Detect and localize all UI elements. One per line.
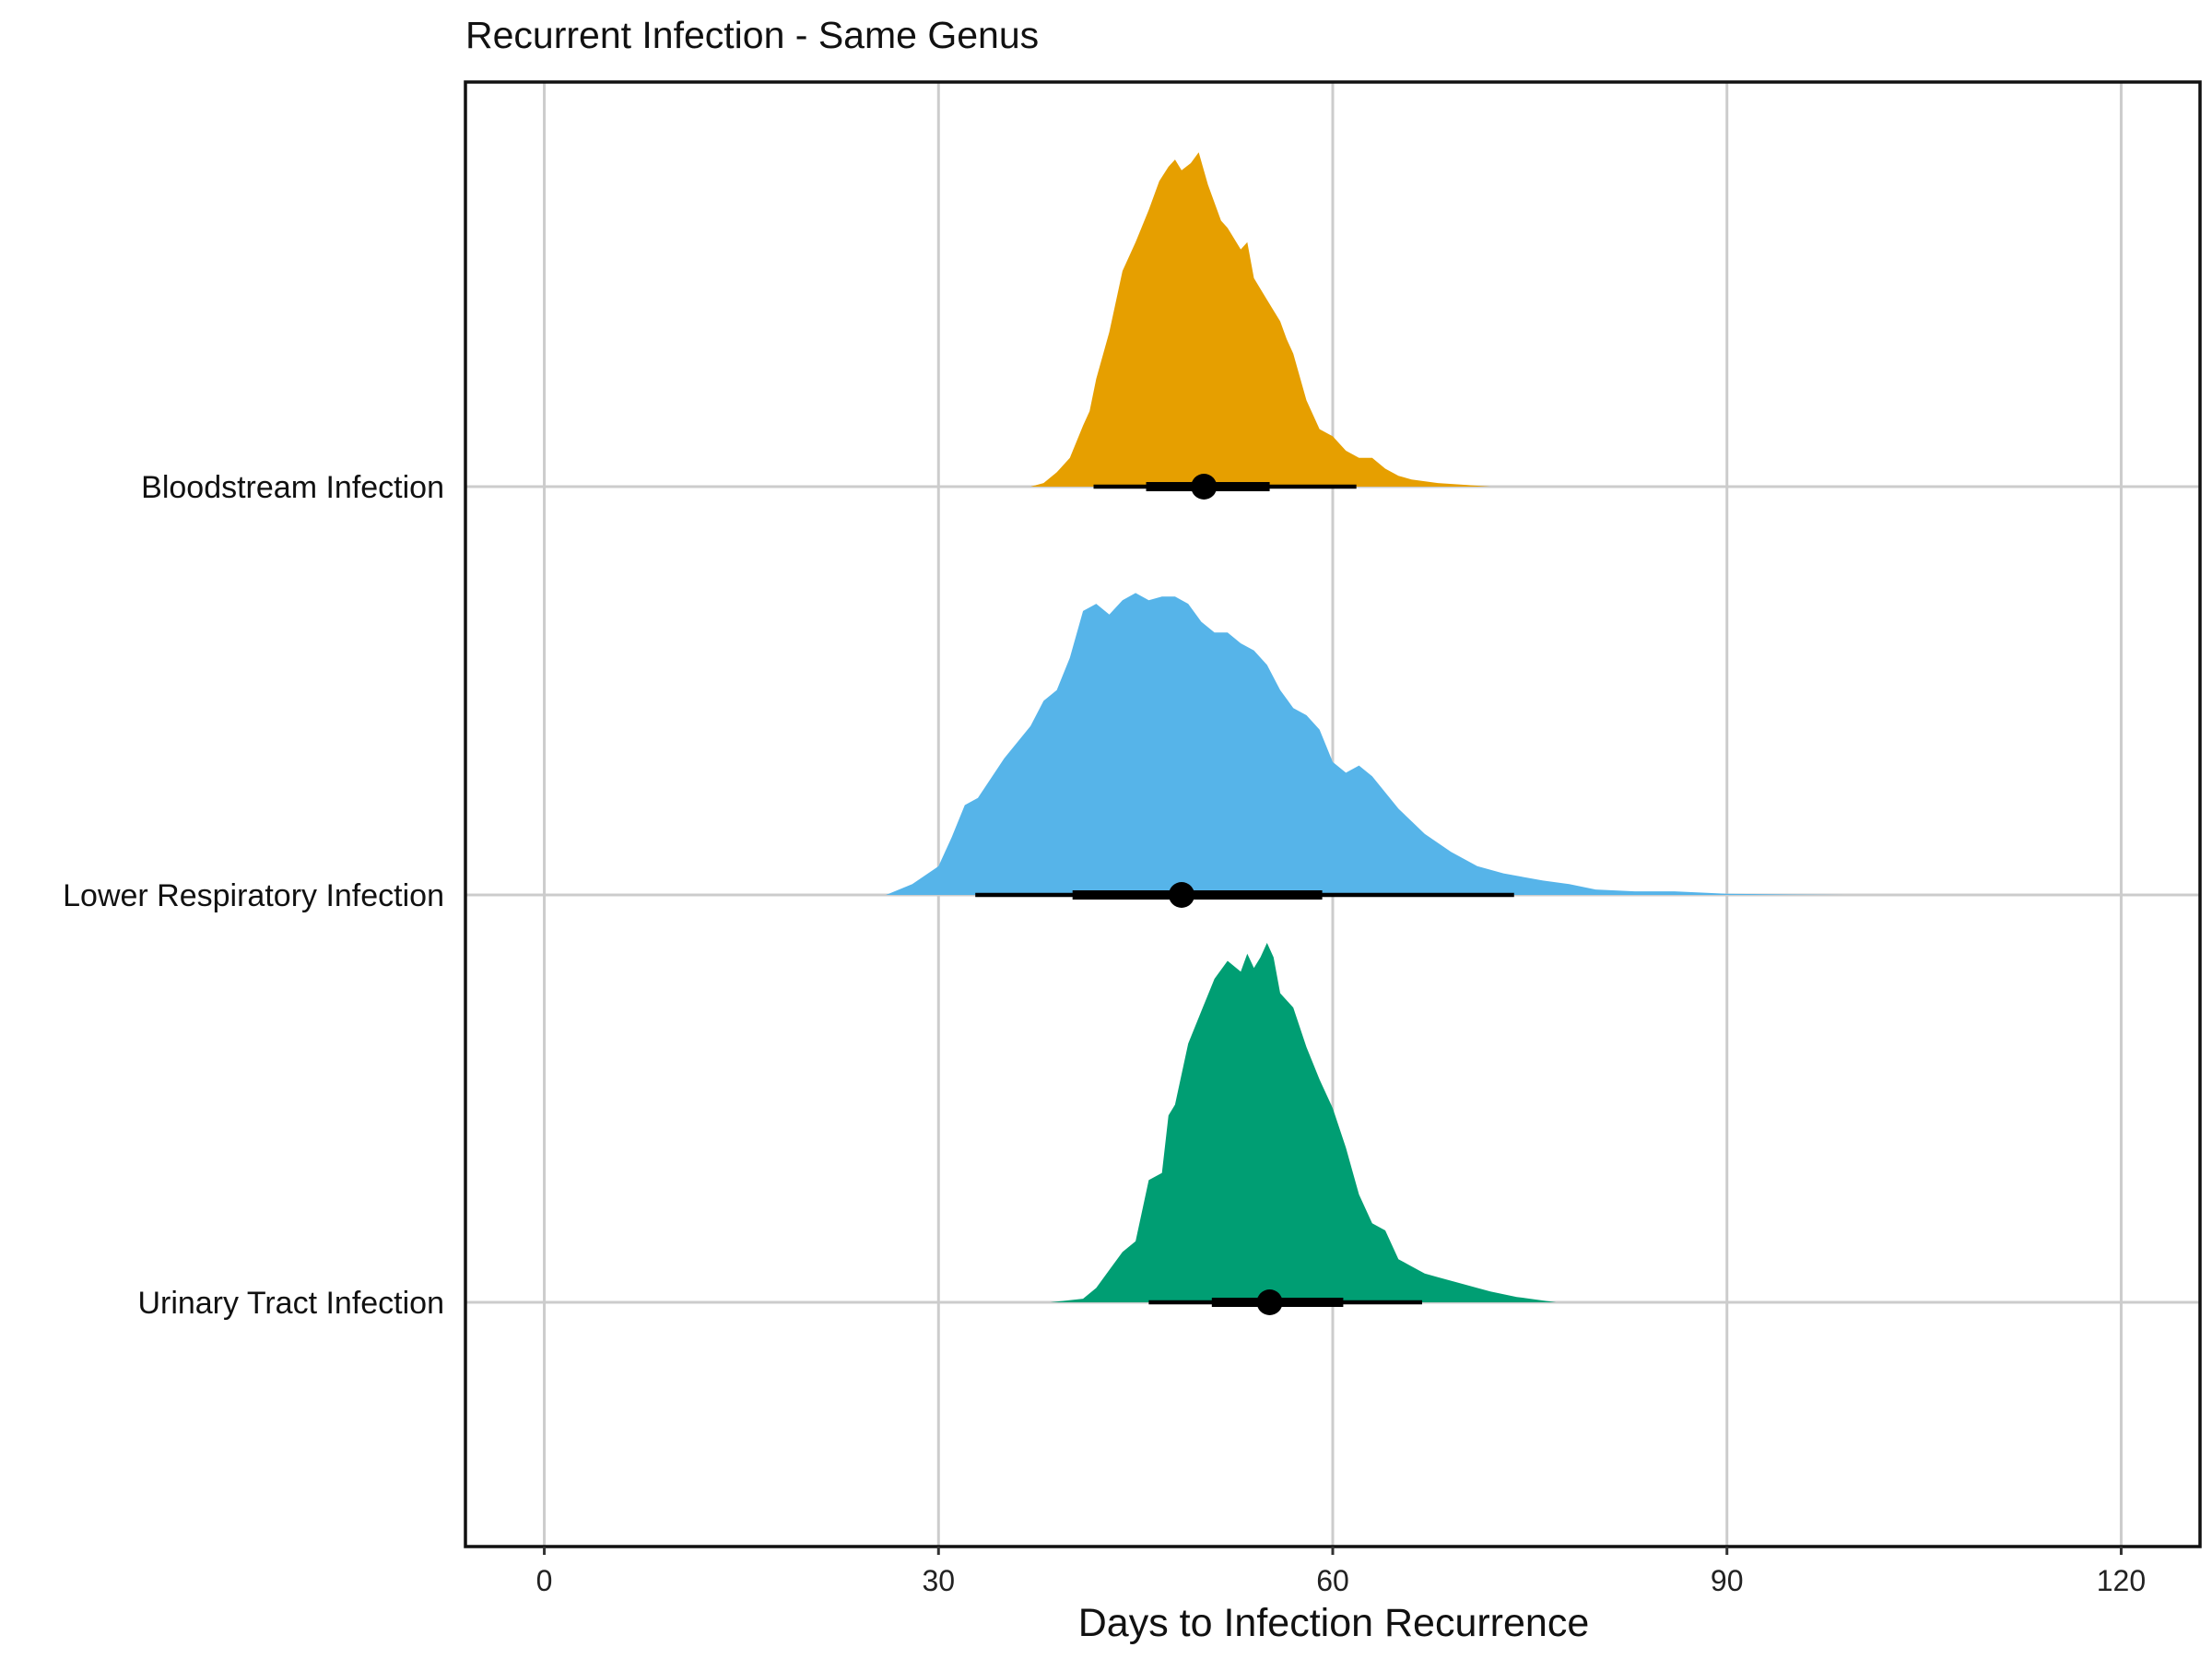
x-tick-label: 90 <box>1711 1564 1744 1597</box>
x-tick-label: 0 <box>536 1564 553 1597</box>
density-ridge <box>1030 152 1544 488</box>
density-ridge <box>886 593 1846 895</box>
point-estimate <box>1169 882 1195 908</box>
density-ridge <box>1050 943 1557 1302</box>
y-category-label: Urinary Tract Infection <box>137 1286 444 1321</box>
y-category-label: Lower Respiratory Infection <box>63 878 444 913</box>
x-tick-label: 60 <box>1316 1564 1349 1597</box>
x-tick-label: 30 <box>922 1564 955 1597</box>
x-axis-title: Days to Infection Recurrence <box>1078 1601 1590 1645</box>
x-axis-ticks: 0 30 60 90 120 <box>536 1547 2146 1597</box>
chart-title: Recurrent Infection - Same Genus <box>465 14 1039 56</box>
y-axis-labels: Bloodstream Infection Lower Respiratory I… <box>63 470 444 1321</box>
x-tick-label: 120 <box>2097 1564 2146 1597</box>
point-estimate <box>1191 474 1218 500</box>
point-estimate <box>1256 1289 1283 1315</box>
interval-markers <box>975 474 1514 1315</box>
y-category-label: Bloodstream Infection <box>141 470 444 505</box>
density-ridges <box>886 152 1846 1302</box>
